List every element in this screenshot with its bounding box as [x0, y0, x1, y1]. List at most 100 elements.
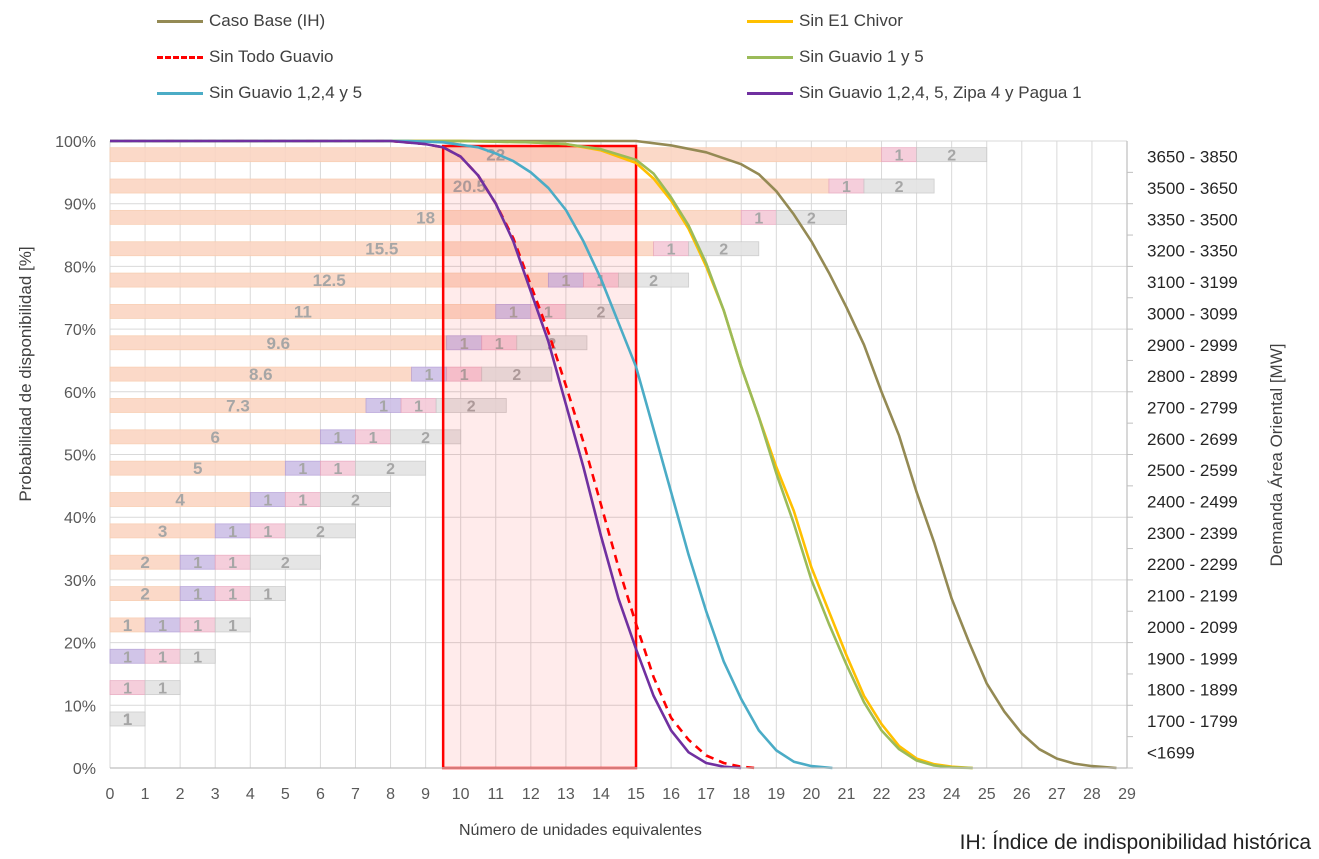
x-tick-label: 8 — [386, 786, 395, 803]
segment-label: 1 — [509, 304, 518, 321]
segment-label: 1 — [228, 618, 237, 635]
x-tick-label: 28 — [1083, 786, 1101, 803]
y2-tick-label: 2200 - 2299 — [1147, 555, 1238, 574]
y2-tick-label: 2700 - 2799 — [1147, 398, 1238, 417]
segment-label: 1 — [544, 304, 553, 321]
x-tick-label: 17 — [697, 786, 715, 803]
y2-tick-label: 2100 - 2199 — [1147, 587, 1238, 606]
y-tick-label: 50% — [64, 448, 96, 465]
legend-label: Sin Guavio 1,2,4, 5, Zipa 4 y Pagua 1 — [799, 83, 1082, 102]
series-line — [110, 139, 833, 770]
bar-total-label: 12.5 — [313, 271, 346, 290]
y2-tick-label: 2400 - 2499 — [1147, 493, 1238, 512]
highlight-box — [441, 144, 638, 770]
segment-label: 1 — [667, 242, 676, 259]
segment-label: 1 — [754, 210, 763, 227]
y-tick-label: 0% — [73, 761, 96, 778]
x-tick-label: 26 — [1013, 786, 1031, 803]
x-tick-label: 15 — [627, 786, 645, 803]
segment-label: 1 — [193, 587, 202, 604]
bar-total-label: 9.6 — [267, 334, 291, 353]
segment-label: 1 — [228, 587, 237, 604]
legend-swatch — [157, 91, 203, 95]
bar-total-label: 8.6 — [249, 365, 273, 384]
x-tick-label: 13 — [557, 786, 575, 803]
x-tick-label: 3 — [211, 786, 220, 803]
segment-label: 1 — [460, 336, 469, 353]
y-tick-label: 10% — [64, 698, 96, 715]
bar-total-label: 1 — [123, 710, 132, 729]
segment-label: 2 — [421, 430, 430, 447]
x-tick-label: 21 — [838, 786, 856, 803]
bar-total-label: 18 — [416, 208, 435, 227]
segment-label: 2 — [597, 304, 606, 321]
y2-tick-label: 3650 - 3850 — [1147, 148, 1238, 167]
y2-tick-label: 3350 - 3500 — [1147, 210, 1238, 229]
segment-label: 2 — [386, 461, 395, 478]
demand-bar-segment — [863, 178, 935, 194]
x-tick-label: 19 — [767, 786, 785, 803]
segment-label: 2 — [649, 273, 658, 290]
demand-bar-segment — [355, 460, 427, 476]
y2-tick-label: 3000 - 3099 — [1147, 304, 1238, 323]
y2-tick-label: 3500 - 3650 — [1147, 179, 1238, 198]
bar-total-label: 20.5 — [453, 177, 486, 196]
x-tick-label: 1 — [141, 786, 150, 803]
y-tick-label: 80% — [64, 259, 96, 276]
segment-label: 2 — [467, 398, 476, 415]
segment-label: 1 — [895, 148, 904, 165]
y2-tick-label: 3200 - 3350 — [1147, 242, 1238, 261]
segment-label: 1 — [460, 367, 469, 384]
segment-label: 1 — [123, 649, 132, 666]
series-line — [110, 139, 1117, 770]
segment-label: 2 — [316, 524, 325, 541]
demand-bar-segment — [179, 648, 216, 664]
bar-total-label: 5 — [193, 459, 202, 478]
segment-label: 1 — [333, 461, 342, 478]
bar-total-label: 22 — [486, 146, 505, 165]
series-line — [110, 139, 973, 770]
series-line — [110, 139, 742, 770]
x-tick-label: 9 — [421, 786, 430, 803]
demand-bar-segment — [435, 398, 507, 413]
y2-tick-label: 2300 - 2399 — [1147, 524, 1238, 543]
x-tick-label: 22 — [873, 786, 891, 803]
x-tick-label: 2 — [176, 786, 185, 803]
legend-label: Sin E1 Chivor — [799, 11, 903, 30]
legend-label: Sin Guavio 1 y 5 — [799, 47, 924, 66]
y-tick-label: 90% — [64, 197, 96, 214]
y2-axis-title: Demanda Área Oriental [MW] — [1267, 343, 1286, 567]
bar-total-label: 2 — [140, 585, 149, 604]
legend-swatch — [157, 55, 203, 59]
segment-label: 1 — [414, 398, 423, 415]
segment-label: 2 — [719, 242, 728, 259]
legend-label: Sin Todo Guavio — [209, 47, 334, 66]
bar-total-label: 6 — [210, 428, 219, 447]
demand-bar-segment — [249, 586, 286, 601]
demand-bar-segment — [320, 492, 391, 507]
demand-bar-segment — [688, 241, 760, 257]
segment-label: 1 — [379, 398, 388, 415]
segment-label: 1 — [228, 524, 237, 541]
demand-bar-segment — [144, 680, 181, 696]
bar-total-label: 1 — [123, 616, 132, 635]
demand-bar-segment — [481, 366, 553, 382]
x-tick-label: 16 — [662, 786, 680, 803]
segment-label: 1 — [263, 587, 272, 604]
y2-tick-label: 3100 - 3199 — [1147, 273, 1238, 292]
series-lines — [110, 139, 1117, 770]
bar-total-label: 11 — [294, 302, 312, 321]
segment-label: 1 — [158, 618, 167, 635]
x-tick-label: 11 — [487, 786, 504, 803]
bar-total-label: 7.3 — [226, 396, 250, 415]
highlight-region — [441, 144, 638, 770]
segment-label: 2 — [281, 555, 290, 572]
axes: 0 1 2 3 4 5 6 7 8 9 10 11 12 13 14 15 16 17 18 19 20 21 22 23 24… — [55, 134, 1238, 803]
segment-label: 1 — [298, 493, 307, 510]
legend-item: Sin Guavio 1 y 5 — [747, 47, 924, 67]
legend-swatch — [157, 19, 203, 23]
y-tick-label: 100% — [55, 134, 96, 151]
x-tick-label: 4 — [246, 786, 255, 803]
x-tick-label: 10 — [452, 786, 470, 803]
